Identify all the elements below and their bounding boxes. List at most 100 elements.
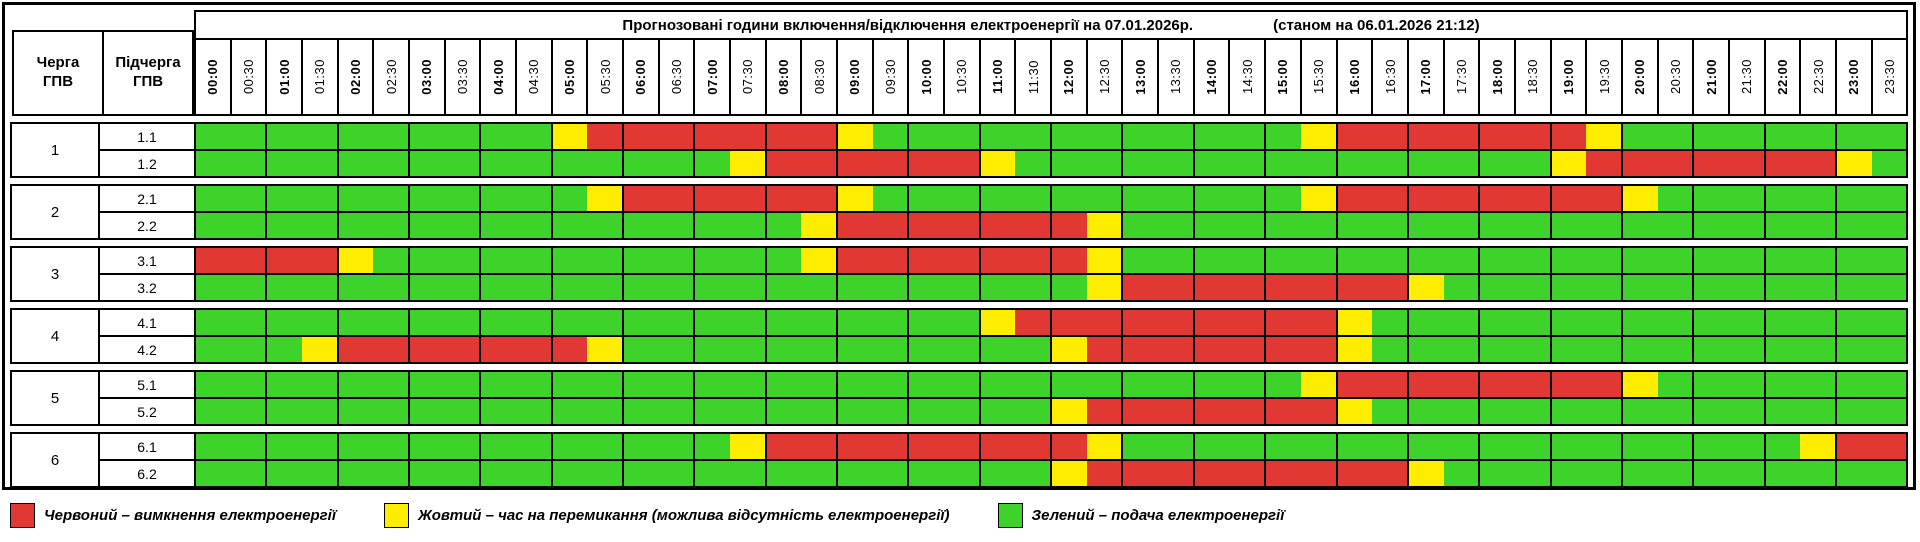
time-tick-label: 11:00 — [990, 59, 1006, 95]
slot-cell — [1763, 372, 1801, 397]
slot-cell — [587, 186, 623, 211]
slot-cell — [622, 310, 659, 335]
slot-cell — [764, 372, 802, 397]
slot-cell — [516, 248, 551, 273]
slot-cell — [1229, 399, 1265, 424]
schedule-table: Черга ГПВ Підчерга ГПВ Прогнозовані годи… — [2, 2, 1916, 490]
slot-cell — [196, 372, 231, 397]
slot-cell — [196, 310, 231, 335]
slot-cell — [1192, 399, 1230, 424]
time-tick-label: 16:00 — [1346, 59, 1362, 95]
time-tick: 14:30 — [1228, 40, 1264, 114]
slot-cell — [1406, 310, 1444, 335]
slot-cell — [408, 213, 445, 238]
schedule-row: 3.2 — [100, 273, 1907, 300]
slot-cell — [944, 186, 979, 211]
time-tick: 09:00 — [836, 40, 872, 114]
slot-cell — [336, 399, 374, 424]
slot-cell — [1834, 399, 1872, 424]
slot-cell — [730, 372, 765, 397]
slot-cell — [408, 124, 445, 149]
legend-item: Жовтий – час на перемикання (можлива від… — [384, 502, 950, 528]
queue-rows: 5.1 5.2 — [100, 372, 1907, 424]
time-tick: 22:30 — [1799, 40, 1835, 114]
slot-cell — [1549, 461, 1587, 486]
slot-cell — [1728, 337, 1764, 362]
slot-cell — [479, 213, 517, 238]
time-tick: 23:30 — [1870, 40, 1907, 114]
slot-cell — [408, 461, 445, 486]
slot-cell — [336, 248, 374, 273]
slot-cell — [907, 186, 945, 211]
queue-rows: 2.1 2.2 — [100, 186, 1907, 238]
legend-item: Червоний – вимкнення електроенергії — [10, 502, 336, 528]
slot-cell — [730, 275, 765, 300]
slot-cell — [1657, 213, 1693, 238]
slot-cell — [196, 337, 231, 362]
time-tick: 08:00 — [764, 40, 801, 114]
slot-cell — [622, 213, 659, 238]
queue-group: 6 6.1 6.2 — [10, 432, 1908, 488]
slot-cell — [1229, 275, 1265, 300]
slot-cell — [1586, 399, 1621, 424]
time-header: Прогнозовані години включення/відключенн… — [194, 10, 1908, 116]
time-tick-label: 04:00 — [490, 59, 506, 95]
slot-cell — [907, 248, 945, 273]
slot-cell — [730, 434, 765, 459]
time-tick-label: 08:30 — [811, 59, 827, 95]
slot-cell — [1050, 124, 1087, 149]
slot-cell — [550, 213, 588, 238]
time-tick: 04:00 — [479, 40, 515, 114]
slot-cell — [1264, 310, 1301, 335]
slot-cell — [516, 372, 551, 397]
slot-cell — [408, 337, 445, 362]
slot-cell — [1229, 461, 1265, 486]
slot-cell — [1514, 275, 1550, 300]
time-tick-label: 05:30 — [597, 59, 613, 95]
time-tick-label: 03:00 — [419, 59, 435, 95]
slot-cell — [1728, 186, 1764, 211]
slot-cell — [479, 186, 517, 211]
time-tick: 17:30 — [1442, 40, 1479, 114]
slot-strip — [196, 461, 1907, 486]
slot-cell — [907, 124, 945, 149]
slot-cell — [1300, 461, 1336, 486]
time-tick-label: 00:30 — [241, 59, 256, 95]
slot-cell — [944, 213, 979, 238]
queue-rows: 3.1 3.2 — [100, 248, 1907, 300]
slot-cell — [836, 399, 873, 424]
slot-cell — [1372, 461, 1407, 486]
slot-cell — [587, 124, 623, 149]
slot-cell — [1514, 461, 1550, 486]
slot-cell — [1692, 399, 1729, 424]
slot-cell — [1406, 399, 1444, 424]
slot-cell — [978, 434, 1016, 459]
queue-label: 1 — [12, 124, 100, 176]
slot-cell — [1335, 151, 1373, 176]
slot-cell — [1657, 372, 1693, 397]
slot-cell — [302, 434, 337, 459]
time-tick: 20:30 — [1656, 40, 1693, 114]
time-tick-label: 21:30 — [1739, 59, 1755, 95]
slot-cell — [373, 151, 409, 176]
slot-cell — [302, 151, 337, 176]
slot-cell — [196, 461, 231, 486]
slot-cell — [1264, 434, 1301, 459]
slot-cell — [1443, 186, 1479, 211]
slot-cell — [1300, 248, 1336, 273]
slot-cell — [1586, 213, 1621, 238]
slot-cell — [622, 248, 659, 273]
time-tick-label: 06:00 — [633, 59, 649, 95]
slot-cell — [1050, 337, 1087, 362]
slot-cell — [1372, 213, 1407, 238]
slot-cell — [1229, 434, 1265, 459]
slot-strip — [196, 372, 1907, 397]
slot-cell — [1800, 124, 1835, 149]
slot-cell — [587, 399, 623, 424]
time-tick-label: 04:30 — [526, 59, 542, 95]
queue-group: 2 2.1 2.2 — [10, 184, 1908, 240]
slot-cell — [1657, 461, 1693, 486]
slot-cell — [1549, 275, 1587, 300]
slot-cell — [1549, 248, 1587, 273]
slot-cell — [444, 461, 480, 486]
